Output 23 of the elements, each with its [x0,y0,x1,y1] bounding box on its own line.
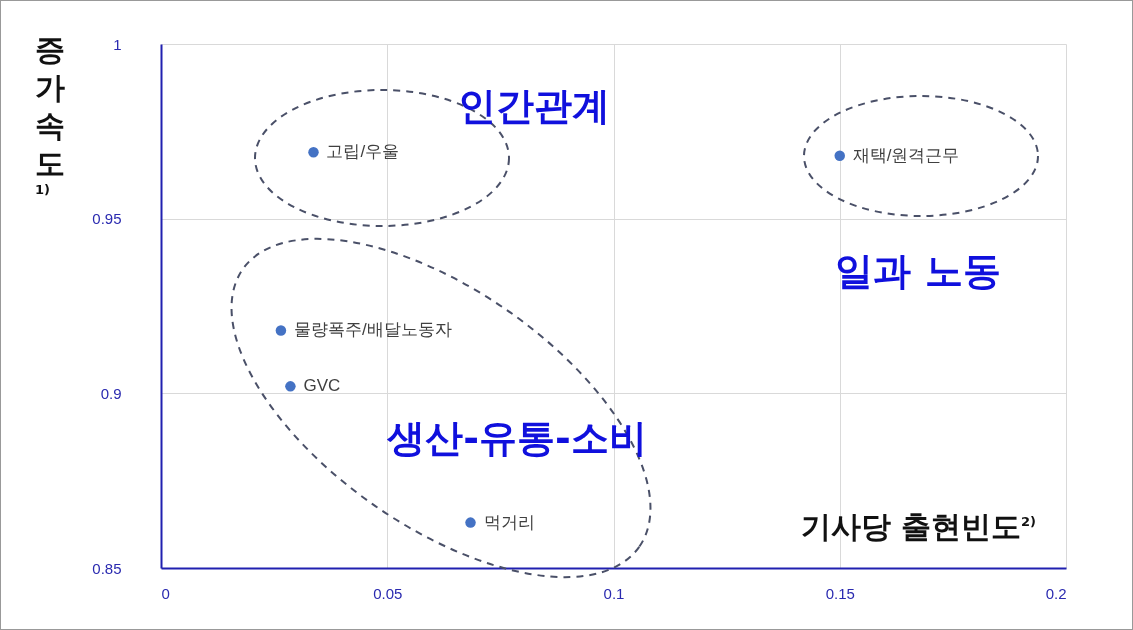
series-label: 먹거리 [483,512,535,532]
point [275,325,287,336]
y-tick-label: 0.85 [92,559,122,577]
x-tick-label: 0.05 [373,584,403,602]
point [285,381,296,392]
x-tick-label: 0.2 [1045,584,1067,602]
annotation: 일과 노동 [835,247,1001,295]
annotation: 인간관계 [458,82,610,130]
y-tick-label: 1 [113,35,122,53]
y-tick-label: 0.9 [100,384,122,402]
series-label: GVC [303,376,341,396]
series-label: 고립/우울 [326,142,400,162]
annotation: 생산-유통-소비 [387,414,647,462]
point [465,517,476,528]
x-axis-title: 기사당 출현빈도$^{2)}$ [800,508,1036,546]
series-label: 재택/원격근무 [852,145,960,165]
x-tick-label: 0 [161,584,170,602]
series-label: 물량폭주/배달노동자 [293,320,452,340]
y-tick-label: 0.95 [92,210,122,228]
point [834,150,845,162]
point [308,147,319,158]
x-tick-label: 0.15 [825,584,855,602]
x-tick-label: 0.1 [603,584,625,602]
